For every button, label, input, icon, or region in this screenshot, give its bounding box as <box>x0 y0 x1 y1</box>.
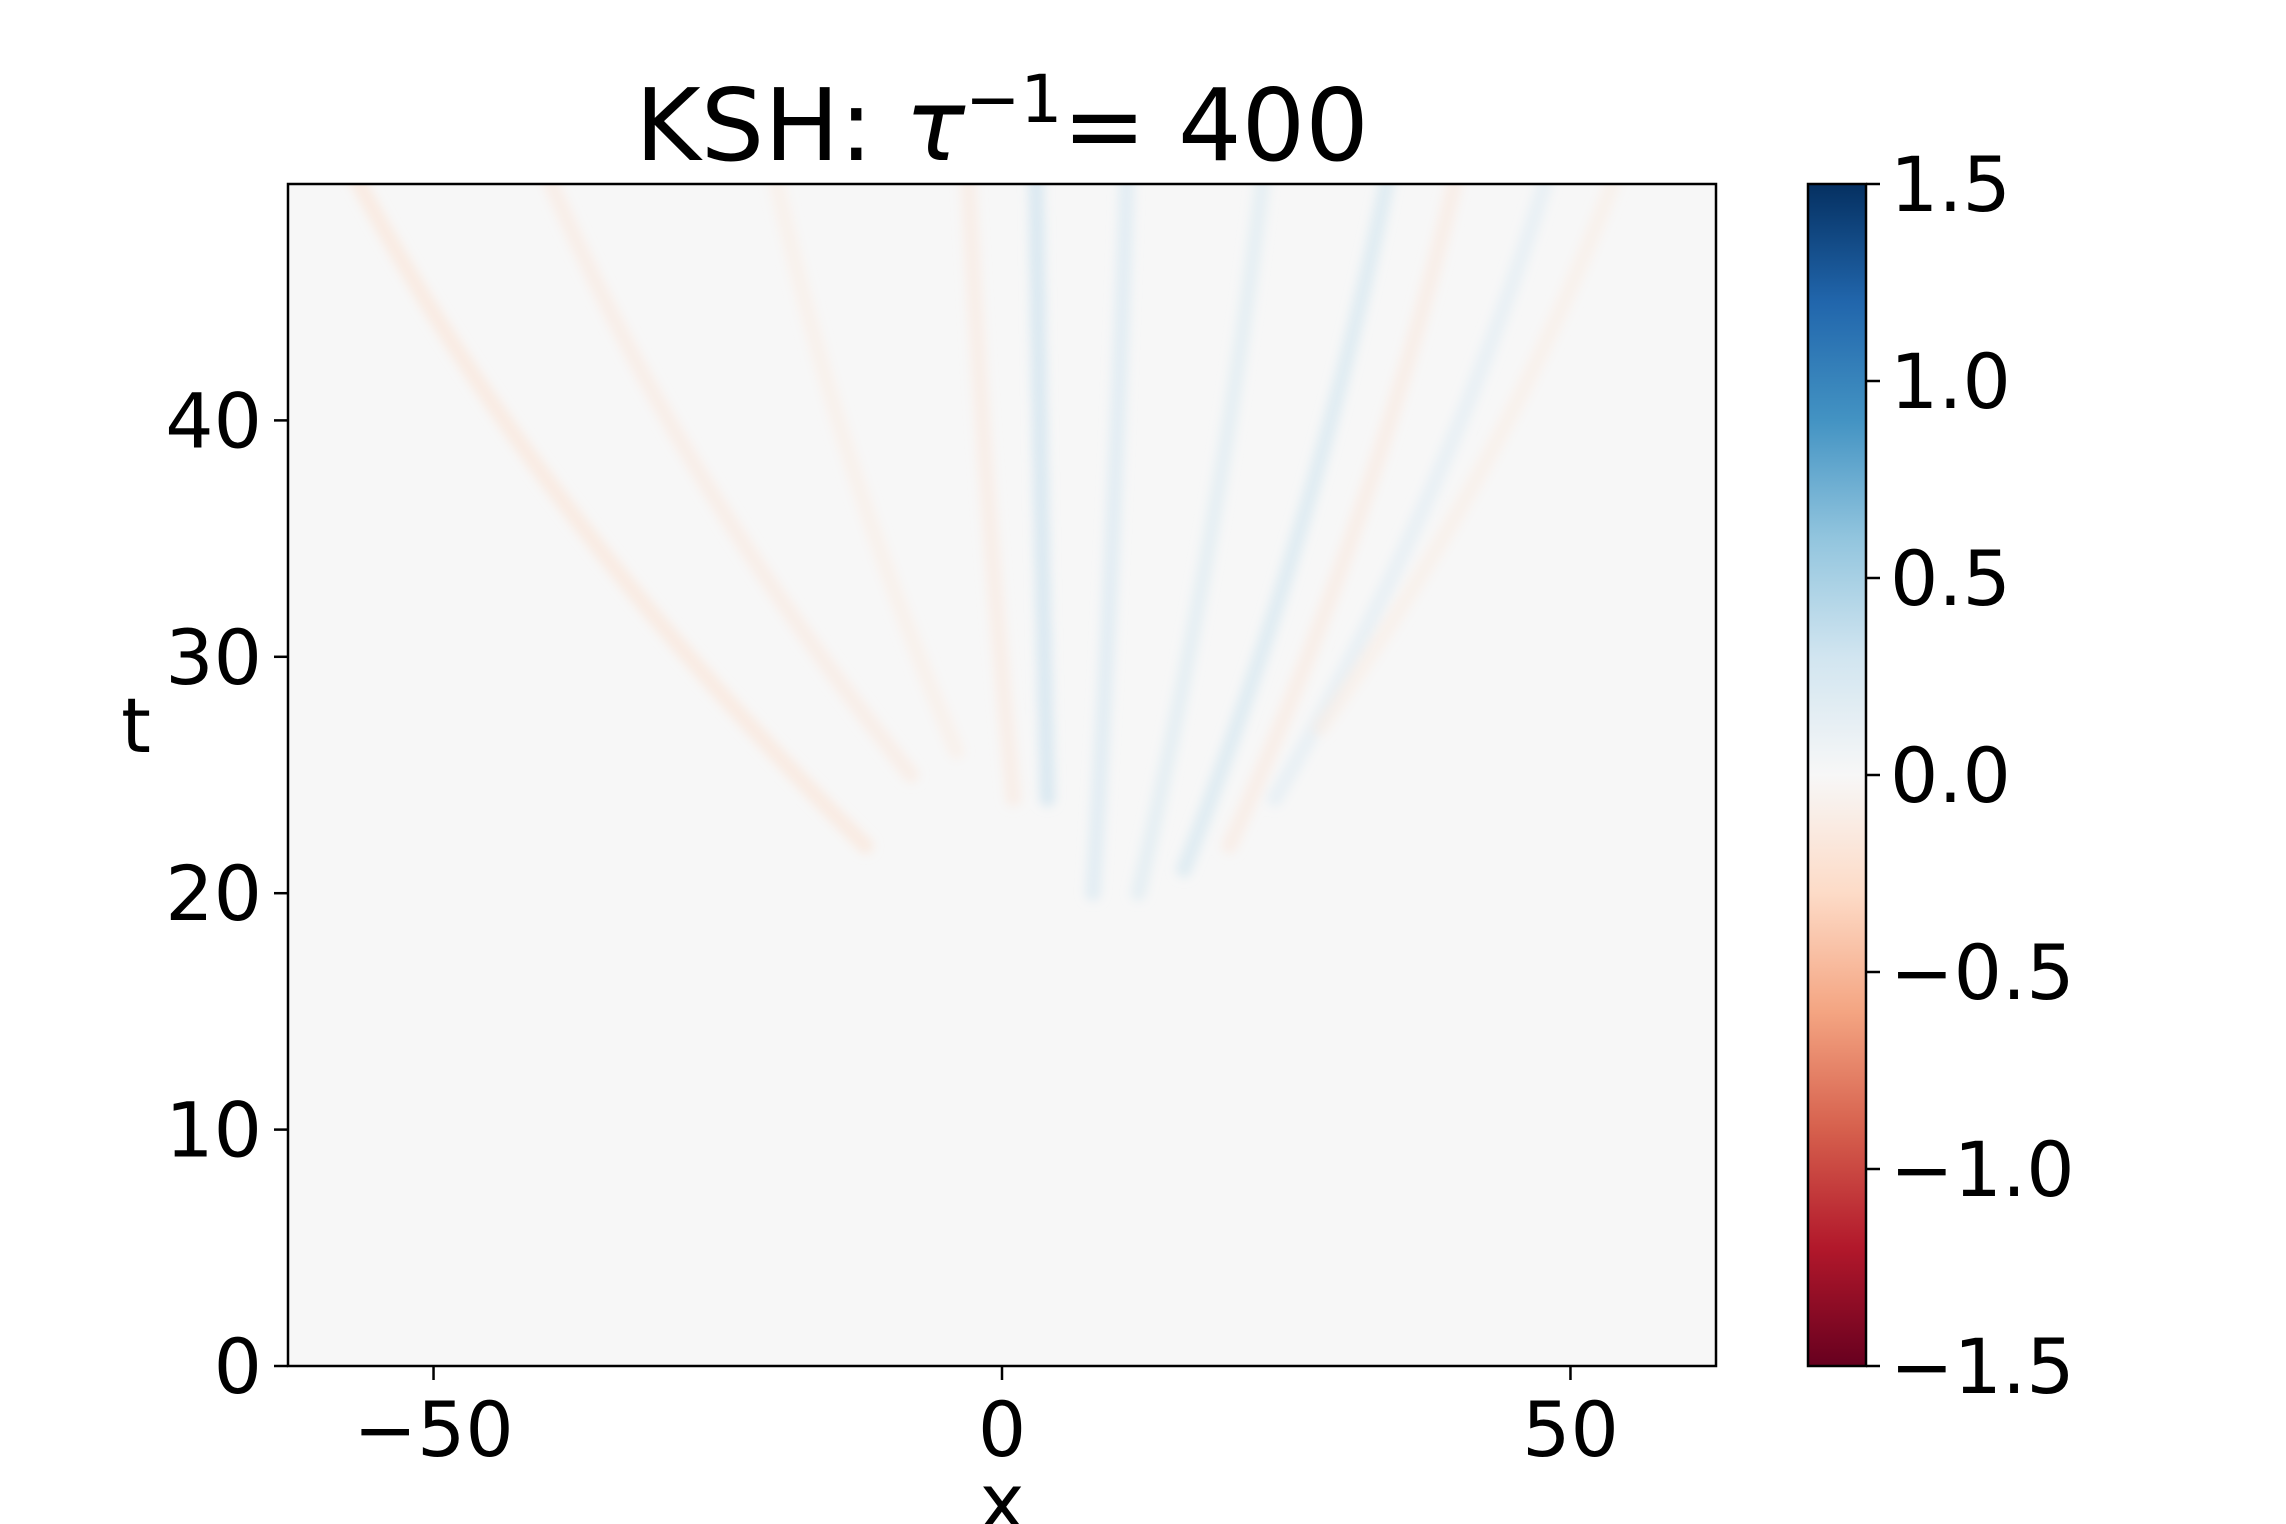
heatmap-streak-6 <box>1130 184 1271 902</box>
heatmap-streak-3 <box>960 184 1022 807</box>
colorbar-tick-label: 1.5 <box>1890 140 2011 229</box>
axes-ticks <box>274 182 1880 1380</box>
heatmap-streak-5 <box>1084 184 1135 902</box>
colorbar-tick-label: −1.0 <box>1890 1125 2075 1214</box>
y-tick-label: 10 <box>165 1086 262 1175</box>
heatmap-streak-0 <box>350 184 874 854</box>
colorbar <box>1806 182 1868 1368</box>
title-superscript: −1 <box>965 61 1062 138</box>
colorbar-tick-label: 1.0 <box>1890 337 2011 426</box>
heatmap-streak-4 <box>1028 184 1056 807</box>
heatmap-background <box>288 184 1716 1366</box>
x-tick-label: −50 <box>353 1385 513 1474</box>
colorbar-tick-label: −1.5 <box>1890 1322 2075 1411</box>
x-axis-label: x <box>980 1457 1025 1524</box>
x-tick-label: 0 <box>978 1385 1026 1474</box>
heatmap-streak-1 <box>542 184 920 783</box>
heatmap-streak-10 <box>1312 184 1621 736</box>
y-tick-label: 40 <box>165 376 262 465</box>
y-axis-label: t <box>121 681 151 770</box>
colorbar-tick-label: 0.5 <box>1890 534 2011 623</box>
x-tick-label: 50 <box>1522 1385 1619 1474</box>
y-tick-label: 20 <box>165 849 262 938</box>
colorbar-tick-label: −0.5 <box>1890 928 2075 1017</box>
heatmap-streak-2 <box>768 184 965 760</box>
chart-title: KSH: τ−1= 400 <box>635 61 1369 184</box>
colorbar-tick-label: 0.0 <box>1890 731 2011 820</box>
title-tau-symbol: τ <box>905 67 966 184</box>
y-tick-label: 0 <box>214 1322 262 1411</box>
heatmap-streak-8 <box>1221 184 1463 854</box>
heatmap-streak-7 <box>1175 184 1395 878</box>
title-value: = 400 <box>1062 67 1368 184</box>
y-tick-label: 30 <box>165 613 262 702</box>
heatmap-streaks <box>350 184 1621 902</box>
